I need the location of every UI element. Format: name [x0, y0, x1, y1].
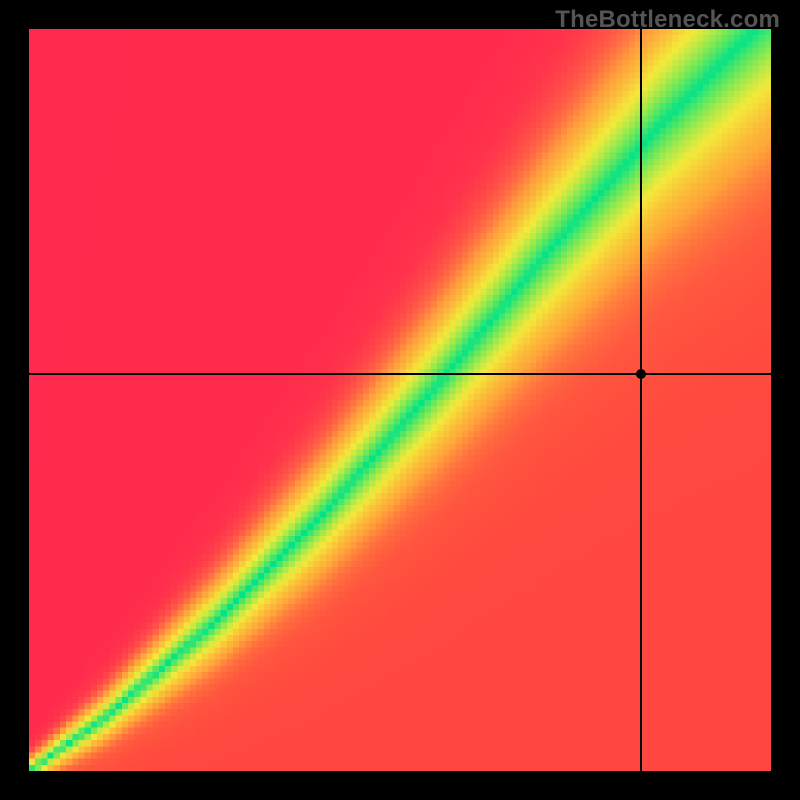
heatmap-canvas: [29, 29, 771, 771]
crosshair-horizontal: [29, 373, 771, 375]
page-root: { "watermark": { "text": "TheBottleneck.…: [0, 0, 800, 800]
heatmap-plot: [29, 29, 771, 771]
marker-dot: [636, 369, 646, 379]
crosshair-vertical: [640, 29, 642, 771]
